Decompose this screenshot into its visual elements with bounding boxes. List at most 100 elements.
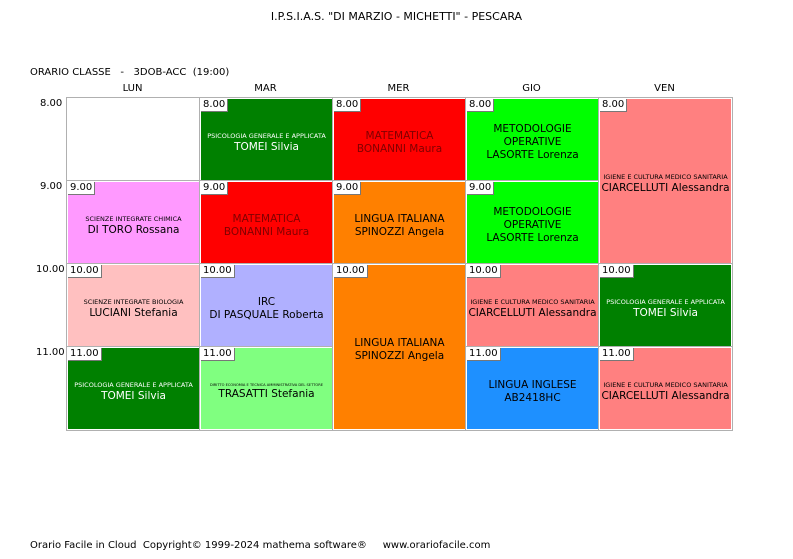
- lesson-subject: MATEMATICA: [365, 129, 434, 142]
- footer-copyright: Orario Facile in Cloud Copyright© 1999-2…: [30, 540, 491, 551]
- lesson-subject: LINGUA ITALIANA: [354, 212, 445, 225]
- lesson-cell-mer-1[interactable]: LINGUA ITALIANA SPINOZZI Angela 9.00: [332, 180, 467, 265]
- school-title: I.P.S.I.A.S. "DI MARZIO - MICHETTI" - PE…: [270, 10, 523, 23]
- lesson-subject: SCIENZE INTEGRATE BIOLOGIA: [83, 297, 184, 306]
- lesson-time-tag: 8.00: [201, 99, 229, 112]
- lesson-time-tag: 8.00: [467, 99, 495, 112]
- lesson-subject: IGIENE E CULTURA MEDICO SANITARIA: [603, 380, 728, 389]
- lesson-subject: DIRITTO ECONOMIA E TECNICA AMMINISTRATIV…: [209, 383, 324, 387]
- lesson-cell-mar-2[interactable]: IRC DI PASQUALE Roberta 10.00: [199, 263, 334, 348]
- lesson-teacher: TOMEI Silvia: [101, 389, 166, 402]
- lesson-cell-lun-1[interactable]: SCIENZE INTEGRATE CHIMICA DI TORO Rossana…: [66, 180, 201, 265]
- lesson-subject: MATEMATICA: [232, 212, 301, 225]
- lesson-teacher: AB2418HC: [504, 391, 561, 404]
- lesson-teacher: CIARCELLUTI Alessandra: [601, 182, 730, 194]
- day-header-mar: MAR: [254, 83, 277, 94]
- lesson-cell-lun-0[interactable]: [66, 97, 201, 182]
- day-header-gio: GIO: [522, 83, 541, 94]
- lesson-cell-ven-2[interactable]: PSICOLOGIA GENERALE E APPLICATA TOMEI Sil…: [598, 263, 733, 348]
- lesson-subject: LINGUA ITALIANA: [354, 337, 445, 349]
- lesson-time-tag: 11.00: [467, 348, 501, 361]
- lesson-teacher: BONANNI Maura: [356, 142, 443, 155]
- lesson-content: LINGUA INGLESE AB2418HC: [467, 348, 598, 429]
- lesson-subject: LINGUA INGLESE: [488, 378, 577, 391]
- lesson-content: IGIENE E CULTURA MEDICO SANITARIA CIARCEL…: [600, 348, 731, 429]
- lesson-subject: PSICOLOGIA GENERALE E APPLICATA: [606, 297, 725, 306]
- lesson-teacher: BONANNI Maura: [223, 225, 310, 238]
- lesson-content: PSICOLOGIA GENERALE E APPLICATA TOMEI Sil…: [600, 265, 731, 346]
- time-label-8: 8.00: [40, 98, 63, 109]
- lesson-time-tag: 10.00: [201, 265, 235, 278]
- lesson-subject: IGIENE E CULTURA MEDICO SANITARIA: [603, 173, 728, 181]
- lesson-teacher: LASORTE Lorenza: [486, 232, 579, 244]
- lesson-cell-gio-2[interactable]: IGIENE E CULTURA MEDICO SANITARIA CIARCEL…: [465, 263, 600, 348]
- time-label-10: 10.00: [36, 264, 65, 275]
- lesson-time-tag: 10.00: [600, 265, 634, 278]
- lesson-cell-mer-2[interactable]: LINGUA ITALIANA SPINOZZI Angela 10.00: [332, 263, 467, 431]
- lesson-cell-gio-3[interactable]: LINGUA INGLESE AB2418HC 11.00: [465, 346, 600, 431]
- lesson-time-tag: 9.00: [68, 182, 96, 195]
- lesson-content: DIRITTO ECONOMIA E TECNICA AMMINISTRATIV…: [201, 348, 332, 429]
- lesson-subject: SCIENZE INTEGRATE CHIMICA: [85, 214, 182, 223]
- lesson-content: IRC DI PASQUALE Roberta: [201, 265, 332, 346]
- lesson-cell-lun-3[interactable]: PSICOLOGIA GENERALE E APPLICATA TOMEI Sil…: [66, 346, 201, 431]
- day-header-lun: LUN: [122, 83, 143, 94]
- lesson-cell-gio-1[interactable]: METODOLOGIE OPERATIVE LASORTE Lorenza 9.00: [465, 180, 600, 265]
- lesson-content: METODOLOGIE OPERATIVE LASORTE Lorenza: [467, 99, 598, 180]
- lesson-time-tag: 11.00: [600, 348, 634, 361]
- lesson-time-tag: 10.00: [68, 265, 102, 278]
- lesson-teacher: SPINOZZI Angela: [354, 350, 445, 362]
- lesson-content: PSICOLOGIA GENERALE E APPLICATA TOMEI Sil…: [68, 348, 199, 429]
- day-header-mer: MER: [387, 83, 410, 94]
- lesson-subject: METODOLOGIE OPERATIVE: [493, 123, 572, 148]
- lesson-content: SCIENZE INTEGRATE CHIMICA DI TORO Rossana: [68, 182, 199, 263]
- lesson-cell-mar-3[interactable]: DIRITTO ECONOMIA E TECNICA AMMINISTRATIV…: [199, 346, 334, 431]
- lesson-cell-gio-0[interactable]: METODOLOGIE OPERATIVE LASORTE Lorenza 8.00: [465, 97, 600, 182]
- lesson-time-tag: 9.00: [467, 182, 495, 195]
- lesson-content: SCIENZE INTEGRATE BIOLOGIA LUCIANI Stefan…: [68, 265, 199, 346]
- lesson-time-tag: 9.00: [201, 182, 229, 195]
- lesson-cell-ven-0[interactable]: IGIENE E CULTURA MEDICO SANITARIA CIARCEL…: [598, 97, 733, 265]
- lesson-teacher: CIARCELLUTI Alessandra: [601, 389, 730, 402]
- lesson-cell-mar-1[interactable]: MATEMATICA BONANNI Maura 9.00: [199, 180, 334, 265]
- lesson-content: [68, 99, 199, 180]
- lesson-teacher: LASORTE Lorenza: [486, 149, 579, 161]
- lesson-time-tag: 11.00: [68, 348, 102, 361]
- lesson-cell-ven-3[interactable]: IGIENE E CULTURA MEDICO SANITARIA CIARCEL…: [598, 346, 733, 431]
- time-label-11: 11.00: [36, 347, 65, 358]
- lesson-cell-mar-0[interactable]: PSICOLOGIA GENERALE E APPLICATA TOMEI Sil…: [199, 97, 334, 182]
- lesson-content: PSICOLOGIA GENERALE E APPLICATA TOMEI Sil…: [201, 99, 332, 180]
- lesson-time-tag: 10.00: [334, 265, 368, 278]
- timetable-grid: SCIENZE INTEGRATE CHIMICA DI TORO Rossana…: [66, 97, 733, 431]
- time-label-9: 9.00: [40, 181, 63, 192]
- lesson-time-tag: 8.00: [600, 99, 628, 112]
- lesson-cell-mer-0[interactable]: MATEMATICA BONANNI Maura 8.00: [332, 97, 467, 182]
- lesson-subject: IGIENE E CULTURA MEDICO SANITARIA: [470, 297, 595, 306]
- lesson-subject: IRC: [257, 295, 276, 308]
- lesson-teacher: LUCIANI Stefania: [89, 306, 178, 319]
- lesson-cell-lun-2[interactable]: SCIENZE INTEGRATE BIOLOGIA LUCIANI Stefan…: [66, 263, 201, 348]
- lesson-content: MATEMATICA BONANNI Maura: [334, 99, 465, 180]
- lesson-teacher: DI TORO Rossana: [87, 223, 180, 236]
- lesson-teacher: DI PASQUALE Roberta: [209, 308, 324, 321]
- lesson-content: METODOLOGIE OPERATIVE LASORTE Lorenza: [467, 182, 598, 263]
- class-schedule-label: ORARIO CLASSE - 3DOB-ACC (19:00): [30, 67, 230, 78]
- lesson-teacher: SPINOZZI Angela: [354, 225, 445, 238]
- lesson-teacher: TOMEI Silvia: [633, 306, 698, 319]
- lesson-content: LINGUA ITALIANA SPINOZZI Angela: [334, 265, 465, 429]
- lesson-time-tag: 11.00: [201, 348, 235, 361]
- lesson-teacher: TRASATTI Stefania: [218, 388, 315, 400]
- lesson-subject: METODOLOGIE OPERATIVE: [493, 206, 572, 231]
- lesson-time-tag: 8.00: [334, 99, 362, 112]
- lesson-teacher: CIARCELLUTI Alessandra: [468, 306, 597, 319]
- lesson-time-tag: 10.00: [467, 265, 501, 278]
- lesson-subject: PSICOLOGIA GENERALE E APPLICATA: [207, 131, 326, 140]
- lesson-content: IGIENE E CULTURA MEDICO SANITARIA CIARCEL…: [600, 99, 731, 263]
- lesson-time-tag: 9.00: [334, 182, 362, 195]
- day-header-ven: VEN: [654, 83, 675, 94]
- lesson-subject: PSICOLOGIA GENERALE E APPLICATA: [74, 380, 193, 389]
- lesson-content: MATEMATICA BONANNI Maura: [201, 182, 332, 263]
- lesson-content: IGIENE E CULTURA MEDICO SANITARIA CIARCEL…: [467, 265, 598, 346]
- lesson-content: LINGUA ITALIANA SPINOZZI Angela: [334, 182, 465, 263]
- lesson-teacher: TOMEI Silvia: [234, 140, 299, 153]
